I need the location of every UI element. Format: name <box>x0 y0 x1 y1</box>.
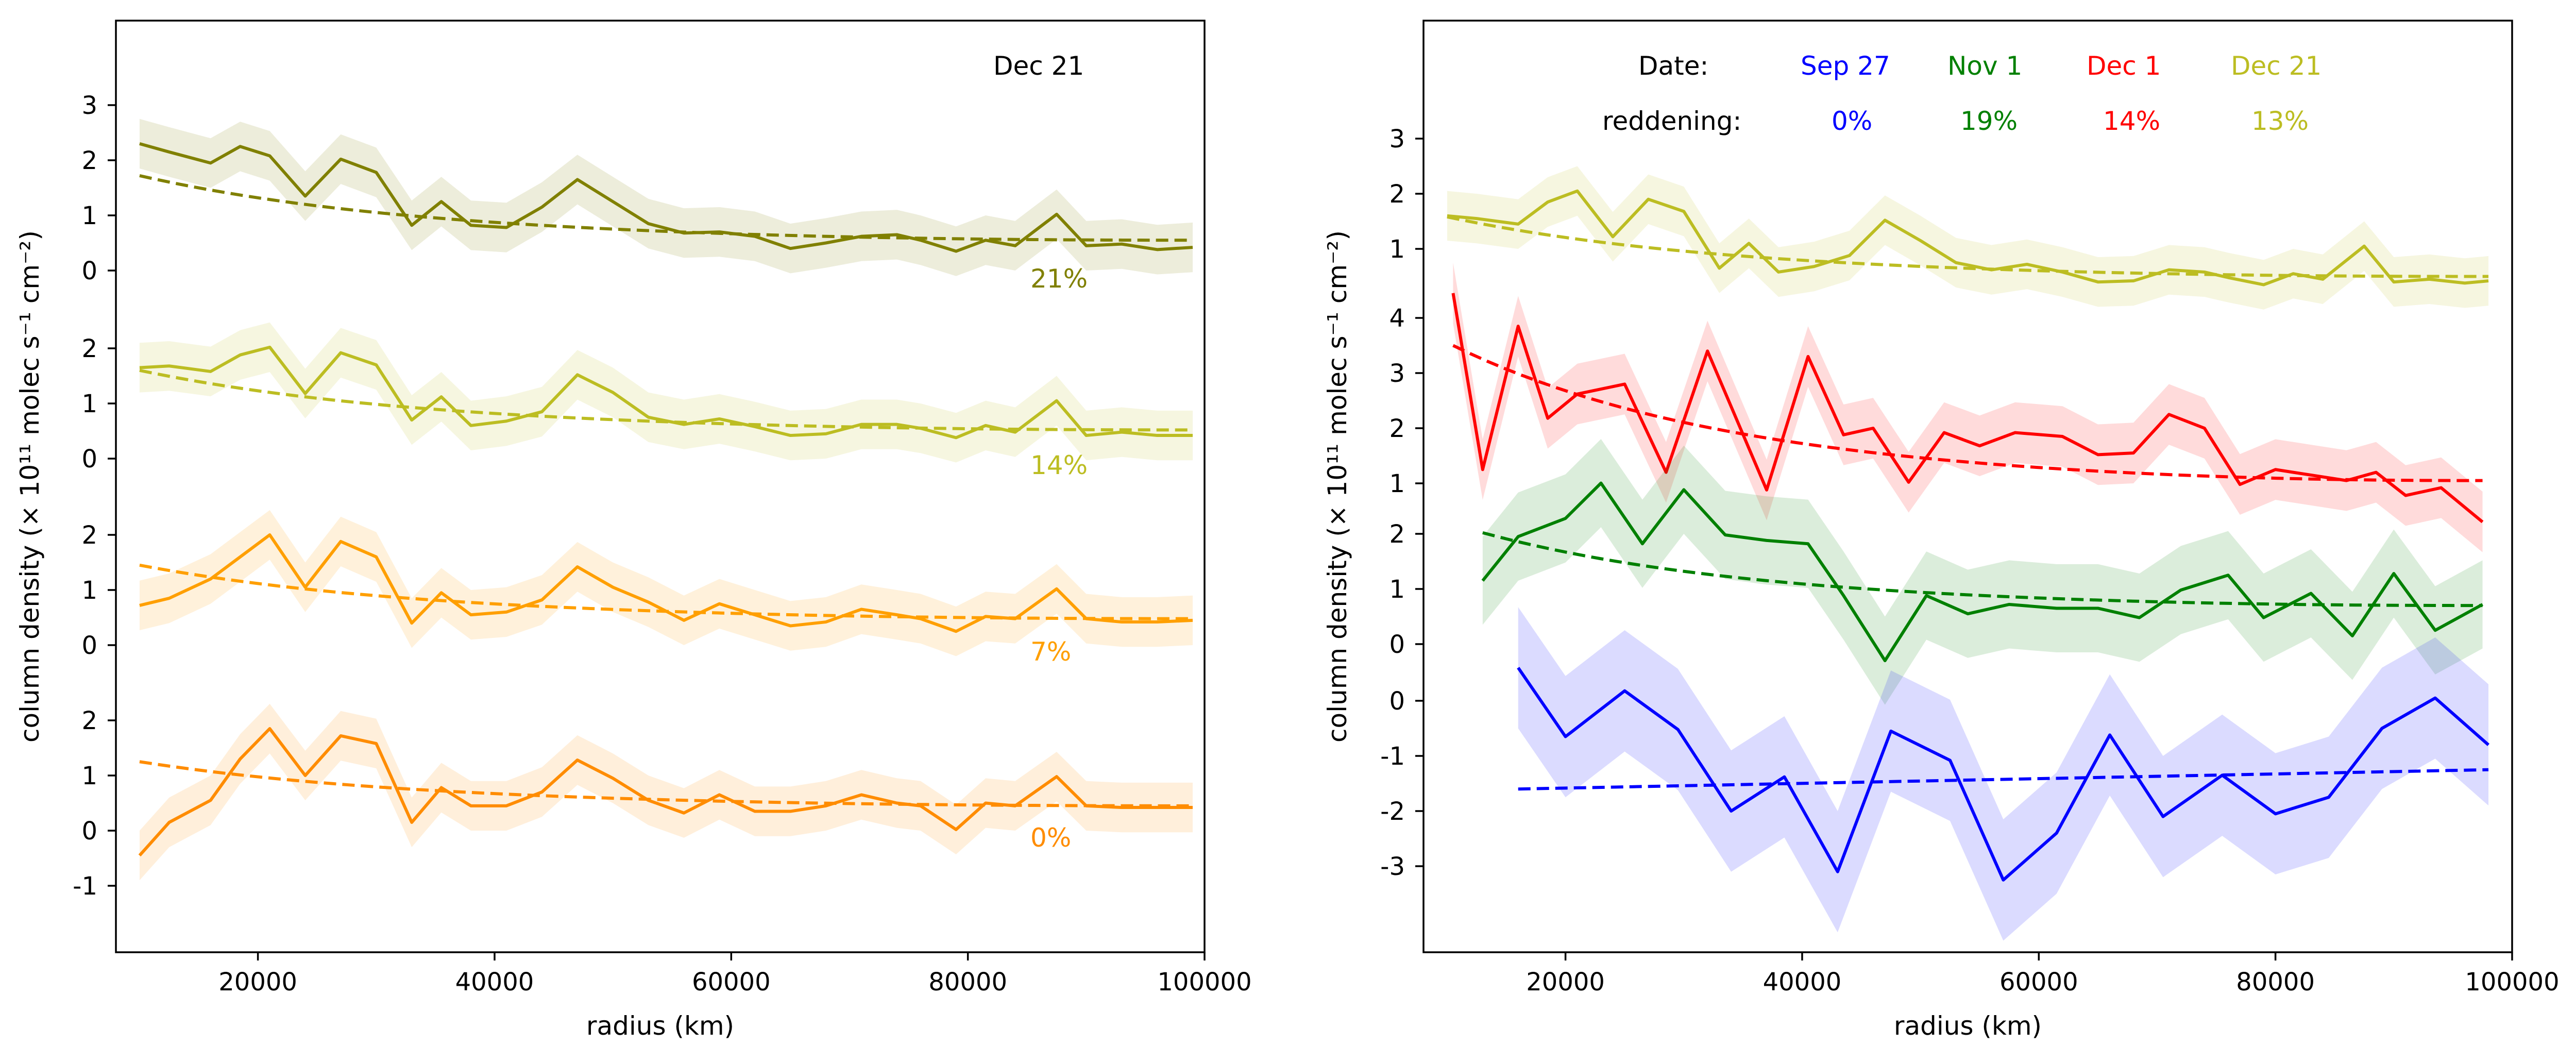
y-tick-label: 0 <box>1389 630 1405 659</box>
fit-line <box>1518 768 2489 791</box>
fit-line <box>1452 344 2483 482</box>
series-Dec 1 <box>1451 263 2484 552</box>
y-tick-label: 1 <box>81 576 97 605</box>
x-axis-label: radius (km) <box>586 1011 734 1041</box>
series-0% <box>138 703 1193 881</box>
legend-reddening-label: reddening: <box>1602 106 1741 136</box>
data-line <box>139 345 1193 440</box>
legend-date-label: Date: <box>1638 51 1708 81</box>
uncertainty-band <box>139 119 1193 276</box>
data-line <box>138 727 1193 857</box>
legend-date: Nov 1 <box>1947 51 2022 81</box>
legend-reddening: 14% <box>2103 106 2160 136</box>
fit-line <box>1482 531 2483 608</box>
legend-date: Dec 1 <box>2087 51 2161 81</box>
y-tick-label: 2 <box>81 521 97 550</box>
y-tick-label: 1 <box>81 390 97 418</box>
x-tick-label: 40000 <box>1763 968 1842 997</box>
plot-frame <box>1422 20 2513 953</box>
uncertainty-band <box>139 322 1193 463</box>
legend-reddening: 0% <box>1832 106 1872 136</box>
y-tick-label: 1 <box>81 201 97 230</box>
x-tick-label: 100000 <box>1157 968 1251 997</box>
series-Nov 1 <box>1481 439 2484 705</box>
data-line <box>1481 481 2484 663</box>
series-label: 21% <box>1030 264 1088 294</box>
y-tick-label: 0 <box>81 631 97 660</box>
legend-date: Dec 21 <box>2231 51 2321 81</box>
x-tick-label: 100000 <box>2465 968 2559 997</box>
data-line <box>1451 293 2484 524</box>
uncertainty-band <box>1482 439 2483 705</box>
uncertainty-band <box>139 510 1193 656</box>
x-tick-label: 80000 <box>928 968 1007 997</box>
series-label: 14% <box>1030 450 1088 480</box>
series-label: 7% <box>1030 637 1071 667</box>
y-tick-label: 3 <box>1389 125 1405 154</box>
data-line <box>139 533 1193 633</box>
y-tick-label: 2 <box>81 146 97 175</box>
series-14% <box>139 322 1193 463</box>
y-axis-label: column density (× 10¹¹ molec s⁻¹ cm⁻²) <box>15 230 45 743</box>
series-label: 0% <box>1030 823 1071 853</box>
data-line <box>1517 667 2490 882</box>
fit-line <box>1447 215 2489 278</box>
legend-reddening: 13% <box>2251 106 2309 136</box>
y-tick-label: 2 <box>81 706 97 735</box>
y-tick-label: 1 <box>1389 575 1405 604</box>
y-tick-label: 0 <box>81 445 97 474</box>
series-Dec 21 <box>1447 166 2489 310</box>
series-Sep 27 <box>1517 607 2490 941</box>
y-axis-label: column density (× 10¹¹ molec s⁻¹ cm⁻²) <box>1323 230 1352 743</box>
data-line <box>1447 189 2489 286</box>
y-tick-label: -1 <box>73 872 97 901</box>
y-tick-label: -2 <box>1380 797 1405 826</box>
fit-line <box>139 174 1193 242</box>
data-line <box>139 142 1193 253</box>
y-tick-label: 2 <box>81 334 97 363</box>
y-tick-label: 3 <box>1389 359 1405 388</box>
y-tick-label: 0 <box>81 257 97 285</box>
y-tick-label: 0 <box>81 817 97 846</box>
uncertainty-band <box>1447 166 2489 310</box>
x-tick-label: 60000 <box>1999 968 2078 997</box>
series-21% <box>139 119 1193 276</box>
uncertainty-band <box>1453 263 2483 552</box>
y-tick-label: 3 <box>81 91 97 120</box>
x-tick-label: 20000 <box>218 968 297 997</box>
y-tick-label: -3 <box>1380 852 1405 881</box>
y-tick-label: 1 <box>81 762 97 790</box>
y-tick-label: -1 <box>1380 742 1405 771</box>
panel-annotation: Dec 21 <box>993 51 1084 81</box>
y-tick-label: 1 <box>1389 469 1405 498</box>
x-tick-label: 80000 <box>2236 968 2315 997</box>
right-panel: 20000 40000 60000 80000 100000 radius (km) col… <box>1323 20 2560 1041</box>
y-tick-label: 4 <box>1389 304 1405 333</box>
y-tick-label: 1 <box>1389 235 1405 264</box>
uncertainty-band <box>1518 607 2489 941</box>
series-7% <box>139 510 1193 656</box>
x-tick-label: 20000 <box>1526 968 1605 997</box>
y-tick-label: 0 <box>1389 687 1405 716</box>
legend-date: Sep 27 <box>1801 51 1890 81</box>
legend-reddening: 19% <box>1960 106 2018 136</box>
x-tick-label: 60000 <box>692 968 771 997</box>
y-tick-label: 2 <box>1389 520 1405 549</box>
y-tick-label: 2 <box>1389 414 1405 443</box>
uncertainty-band <box>139 703 1193 881</box>
plot-frame <box>115 20 1206 953</box>
x-tick-label: 40000 <box>455 968 534 997</box>
x-axis-label: radius (km) <box>1894 1011 2042 1041</box>
y-tick-label: 2 <box>1389 180 1405 209</box>
